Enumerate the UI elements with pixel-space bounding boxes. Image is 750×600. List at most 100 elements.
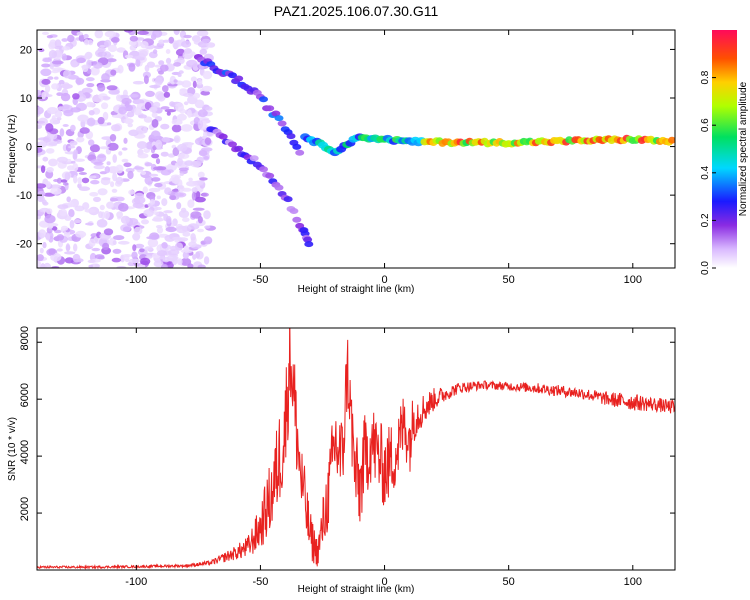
spectrogram-noise-blob: [188, 241, 197, 248]
spectrogram-x-tick-label: -50: [252, 274, 268, 286]
spectrogram-noise-blob: [187, 199, 195, 208]
spectrogram-x-tick-label: 0: [381, 274, 387, 286]
spectrogram-noise-blob: [182, 217, 190, 223]
spectrogram-noise-blob: [81, 177, 90, 184]
spectrogram-noise-blob: [197, 120, 204, 129]
spectrogram-noise-blob: [106, 122, 112, 126]
spectrogram-noise-blob: [143, 209, 155, 217]
spectrogram-noise-blob: [85, 222, 94, 226]
spectrogram-noise-blob: [88, 264, 94, 268]
spectrogram-noise-blob: [133, 226, 143, 235]
spectrogram-noise-blob: [42, 156, 49, 162]
spectrogram-noise-blob: [45, 148, 55, 154]
spectrogram-signal-blob: [228, 72, 237, 79]
spectrogram-noise-blob: [201, 85, 213, 92]
spectrogram-noise-blob: [134, 243, 145, 249]
spectrogram-noise-blob: [48, 142, 58, 146]
spectrogram-noise-blob: [165, 215, 172, 225]
spectrogram-noise-blob: [121, 97, 132, 105]
spectrogram-noise-blob: [156, 226, 164, 234]
spectrogram-noise-blob: [49, 184, 62, 189]
spectrogram-noise-blob: [164, 234, 176, 242]
spectrogram-y-tick-label: -10: [16, 190, 32, 202]
spectrogram-noise-blob: [86, 83, 95, 88]
spectrogram-signal-blob: [249, 155, 259, 162]
spectrogram-noise-blob: [171, 177, 180, 184]
spectrogram-noise-blob: [107, 142, 119, 151]
spectrogram-noise-blob: [51, 226, 58, 231]
spectrogram-noise-blob: [42, 201, 49, 206]
spectrogram-noise-blob: [154, 182, 163, 188]
spectrogram-x-tick-label: 100: [624, 274, 642, 286]
spectrogram-noise-blob: [45, 181, 51, 188]
spectrogram-noise-blob: [144, 162, 153, 167]
spectrogram-noise-blob: [165, 57, 172, 64]
spectrogram-noise-blob: [181, 40, 192, 48]
colorbar-tick-label: 0.2: [700, 213, 711, 227]
spectrogram-noise-blob: [156, 195, 161, 200]
spectrogram-noise-blob: [199, 48, 208, 55]
colorbar-tick-label: 0.4: [700, 165, 711, 179]
spectrogram-noise-blob: [110, 197, 118, 202]
spectrogram-noise-blob: [88, 110, 95, 116]
spectrogram-noise-blob: [104, 166, 111, 174]
spectrogram-noise-blob: [203, 236, 213, 245]
chart-title: PAZ1.2025.106.07.30.G11: [274, 3, 439, 19]
spectrogram-noise-blob: [151, 112, 158, 118]
spectrogram-signal-blob: [265, 172, 275, 179]
spectrogram-noise-blob: [84, 209, 96, 213]
spectrogram-noise-blob: [46, 35, 54, 39]
spectrogram-noise-blob: [153, 166, 164, 171]
spectrogram-noise-blob: [49, 39, 57, 48]
spectrogram-noise-blob: [101, 73, 110, 82]
spectrogram-noise-blob: [67, 34, 75, 43]
spectrogram-noise-blob: [68, 145, 76, 149]
spectrogram-signal-blob: [289, 208, 299, 214]
spectrogram-noise-blob: [70, 124, 76, 132]
spectrogram-noise-blob: [42, 57, 52, 63]
spectrogram-noise-blob: [192, 254, 197, 260]
spectrogram-noise-blob: [160, 169, 172, 176]
spectrogram-noise-blob: [143, 75, 149, 85]
spectrogram-noise-blob: [73, 219, 82, 224]
spectrogram-noise-blob: [93, 196, 101, 203]
spectrogram-noise-blob: [128, 129, 139, 137]
spectrogram-noise-blob: [162, 39, 170, 43]
spectrogram-noise-blob: [161, 198, 168, 207]
spectrogram-noise-blob: [93, 161, 104, 166]
spectrogram-noise-blob: [72, 253, 81, 263]
spectrogram-noise-blob: [42, 31, 49, 35]
spectrogram-noise-blob: [197, 264, 206, 268]
spectrogram-noise-blob: [48, 158, 58, 167]
snr-panel: -100 -50 0 50 100 2000 4000 6000 8000 Height of…: [7, 326, 676, 595]
spectrogram-noise-blob: [56, 248, 63, 252]
snr-frame: [36, 327, 676, 571]
spectrogram-noise-blob: [51, 60, 64, 65]
spectrogram-noise-blob: [141, 219, 149, 225]
spectrogram-noise-blob: [112, 248, 122, 254]
spectrogram-noise-blob: [154, 206, 162, 211]
spectrogram-x-ticks: -100 -50 0 50 100: [125, 30, 642, 286]
spectrogram-noise-blob: [101, 136, 113, 141]
spectrogram-noise-blob: [139, 248, 145, 253]
spectrogram-noise-blob: [144, 246, 154, 251]
spectrogram-signal-blob: [218, 133, 228, 140]
spectrogram-y-tick-label: 10: [20, 93, 32, 105]
spectrogram-noise-blob: [50, 252, 62, 262]
spectrogram-x-tick-label: -100: [125, 274, 147, 286]
spectrogram-noise-blob: [118, 202, 129, 212]
spectrogram-signal-blob: [295, 149, 305, 156]
spectrogram-noise-blob: [132, 244, 137, 252]
spectrogram-noise-blob: [144, 101, 152, 110]
spectrogram-noise-blob: [102, 111, 109, 121]
spectrogram-noise-blob: [168, 249, 180, 256]
snr-y-tick-label: 8000: [19, 326, 31, 350]
spectrogram-noise-blob: [57, 204, 69, 210]
spectrogram-noise-blob: [95, 49, 106, 58]
spectrogram-noise-blob: [172, 256, 178, 266]
spectrogram-noise-blob: [78, 186, 91, 191]
spectrogram-noise-blob: [131, 251, 138, 260]
spectrogram-noise-blob: [111, 124, 121, 132]
spectrogram-noise-blob: [113, 235, 125, 241]
spectrogram-noise-blob: [196, 30, 209, 37]
